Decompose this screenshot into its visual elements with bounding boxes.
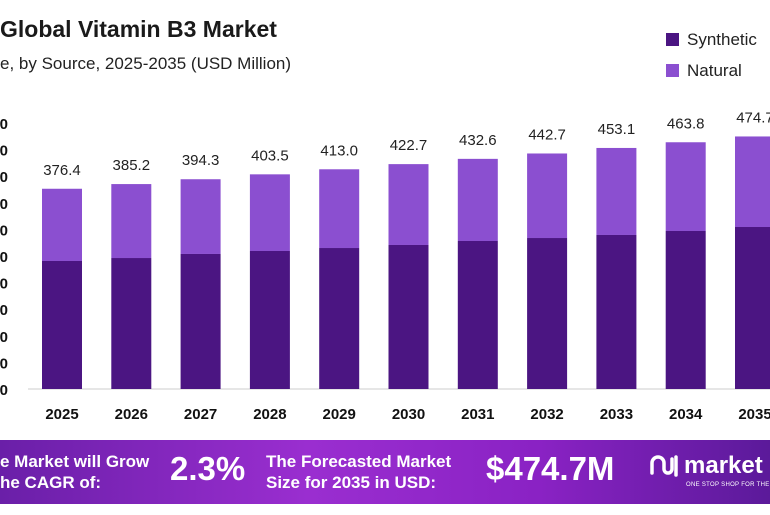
- legend-label: Natural: [687, 60, 742, 80]
- bar-natural: [180, 179, 221, 254]
- cagr-text-line: e Market will Grow: [0, 452, 150, 471]
- bar-natural: [319, 169, 360, 249]
- x-tick-label: 2032: [530, 406, 563, 423]
- y-tick-label: 450: [0, 143, 8, 160]
- logo-tagline: ONE STOP SHOP FOR THE: [686, 482, 770, 488]
- legend-synthetic: Synthetic: [666, 24, 757, 55]
- bar-chart: 0 50 100 150 200 250 300 350 400 450 500 376.4 2025 3…: [0, 109, 770, 423]
- y-tick-label: 250: [0, 249, 8, 266]
- bar-natural: [249, 174, 290, 251]
- bar-synthetic: [735, 227, 770, 389]
- y-tick-label: 300: [0, 222, 8, 239]
- legend-swatch: [666, 64, 679, 77]
- y-tick-label: 0: [0, 382, 8, 399]
- bar-synthetic: [111, 258, 152, 389]
- bar-synthetic: [596, 234, 637, 389]
- bar-natural: [665, 142, 706, 231]
- y-tick-label: 500: [0, 116, 8, 133]
- x-tick-label: 2026: [115, 406, 148, 423]
- total-label: 453.1: [598, 121, 636, 138]
- x-tick-label: 2025: [45, 406, 78, 423]
- legend-swatch: [666, 33, 679, 46]
- bar-synthetic: [457, 240, 498, 389]
- x-tick-label: 2029: [323, 406, 356, 423]
- y-tick-label: 200: [0, 276, 8, 293]
- bar-natural: [388, 164, 429, 245]
- total-label: 385.2: [113, 157, 151, 174]
- y-tick-label: 350: [0, 196, 8, 213]
- forecast-text-line: The Forecasted Market: [266, 452, 452, 471]
- bar-synthetic: [249, 250, 290, 389]
- x-tick-label: 2031: [461, 406, 494, 423]
- bar-synthetic: [388, 244, 429, 389]
- total-label: 394.3: [182, 152, 220, 169]
- y-tick-label: 150: [0, 302, 8, 319]
- x-tick-label: 2028: [253, 406, 286, 423]
- total-label: 463.8: [667, 115, 705, 132]
- total-label: 403.5: [251, 147, 289, 164]
- y-tick-label: 400: [0, 169, 8, 186]
- x-tick-label: 2034: [669, 406, 703, 423]
- x-tick-label: 2033: [600, 406, 633, 423]
- bar-synthetic: [180, 253, 221, 389]
- bar-natural: [42, 188, 82, 262]
- bar-synthetic: [319, 248, 360, 389]
- cagr-text-line: he CAGR of:: [0, 473, 102, 492]
- y-tick-label: 100: [0, 329, 8, 346]
- x-tick-label: 2035: [738, 406, 770, 423]
- bar-natural: [527, 153, 568, 239]
- logo-icon: [650, 455, 678, 477]
- x-tick-label: 2030: [392, 406, 425, 423]
- x-tick-label: 2027: [184, 406, 217, 423]
- total-label: 422.7: [390, 137, 428, 154]
- chart-title: Global Vitamin B3 Market: [0, 16, 277, 42]
- footer-banner: e Market will Grow he CAGR of: 2.3% The F…: [0, 440, 770, 504]
- bar-synthetic: [42, 261, 82, 389]
- logo-text: market: [684, 452, 763, 479]
- forecast-value: $474.7M: [486, 450, 615, 487]
- cagr-value: 2.3%: [170, 450, 246, 487]
- legend-natural: Natural: [666, 55, 757, 86]
- chart-subtitle: e, by Source, 2025-2035 (USD Million): [0, 54, 292, 73]
- total-label: 474.7: [736, 109, 770, 126]
- y-tick-label: 50: [0, 355, 8, 372]
- bar-synthetic: [665, 230, 706, 389]
- bar-natural: [111, 184, 152, 259]
- total-label: 432.6: [459, 132, 497, 149]
- legend: Synthetic Natural: [666, 24, 757, 86]
- bar-natural: [735, 136, 770, 228]
- forecast-text-line: Size for 2035 in USD:: [266, 473, 437, 492]
- total-label: 376.4: [43, 162, 81, 179]
- bar-synthetic: [527, 238, 568, 389]
- total-label: 413.0: [320, 142, 358, 159]
- cagr-text: e Market will Grow he CAGR of:: [0, 451, 149, 493]
- legend-label: Synthetic: [687, 29, 757, 49]
- bar-natural: [457, 158, 498, 241]
- total-label: 442.7: [528, 126, 566, 143]
- logo: market ONE STOP SHOP FOR THE: [648, 452, 769, 488]
- bar-natural: [596, 147, 637, 235]
- forecast-text: The Forecasted Market Size for 2035 in US…: [266, 451, 451, 493]
